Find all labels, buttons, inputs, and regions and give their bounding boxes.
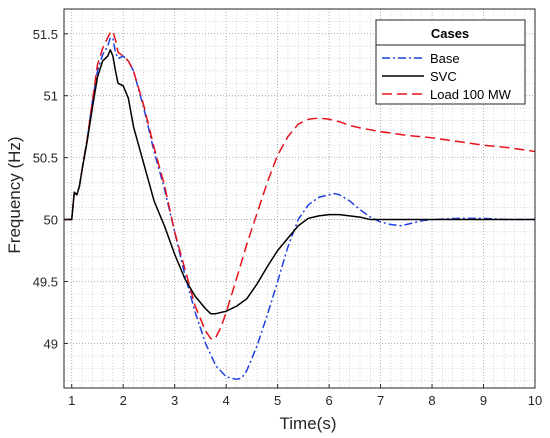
series-lines xyxy=(64,30,536,381)
y-tick-label: 51.5 xyxy=(33,27,58,42)
x-axis-label: Time(s) xyxy=(280,414,337,433)
y-tick-label: 51 xyxy=(44,89,58,104)
x-tick-label: 9 xyxy=(480,393,487,408)
y-tick-label: 49.5 xyxy=(33,274,58,289)
x-tick-label: 2 xyxy=(120,393,127,408)
axis-ticks xyxy=(64,33,536,388)
series-line-load-100-mw xyxy=(64,30,536,341)
legend-box xyxy=(375,19,526,105)
legend: Cases Base SVC Load 100 MW xyxy=(375,19,526,105)
legend-title: Cases xyxy=(431,26,469,41)
legend-entry-label: Base xyxy=(430,51,460,66)
tick-labels: 1 2 3 4 5 6 7 8 9 10 49 49.5 50 50.5 51 51.5 xyxy=(33,27,543,408)
y-tick-label: 50.5 xyxy=(33,151,58,166)
y-tick-label: 50 xyxy=(44,213,58,228)
legend-entries: Base SVC Load 100 MW xyxy=(382,51,512,102)
x-tick-label: 3 xyxy=(171,393,178,408)
x-tick-label: 10 xyxy=(528,393,542,408)
x-tick-label: 8 xyxy=(428,393,435,408)
plot-frame xyxy=(63,8,536,389)
series-line-base xyxy=(64,36,535,381)
series-line-svc xyxy=(64,49,535,315)
x-tick-label: 6 xyxy=(325,393,332,408)
x-tick-label: 1 xyxy=(68,393,75,408)
legend-entry-label: SVC xyxy=(430,69,457,84)
x-tick-label: 5 xyxy=(274,393,281,408)
x-tick-label: 4 xyxy=(223,393,230,408)
legend-entry-label: Load 100 MW xyxy=(430,87,512,102)
y-axis-label: Frequency (Hz) xyxy=(5,136,24,253)
x-tick-label: 7 xyxy=(377,393,384,408)
y-tick-label: 49 xyxy=(44,336,58,351)
